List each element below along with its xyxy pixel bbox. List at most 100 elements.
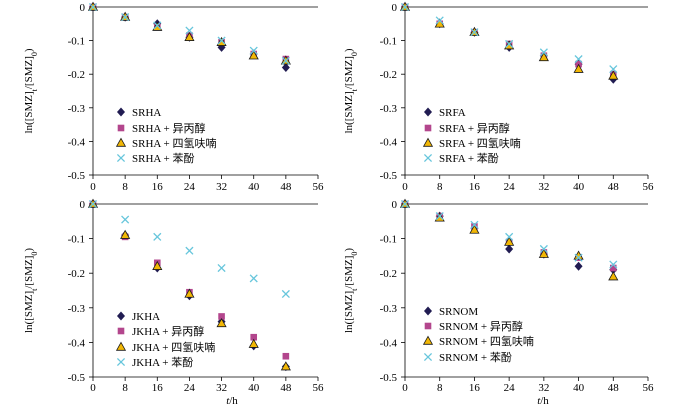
x-tick-label: 48 [608,181,620,193]
data-point-triangle [184,31,195,41]
data-point-x [609,65,618,74]
x-tick-label: 8 [122,382,128,394]
legend-marker-triangle [115,137,127,147]
data-point-x [400,2,410,12]
data-point-triangle [573,63,584,73]
x-marker-stroke [88,199,98,209]
x-tick-label: 56 [643,382,655,394]
x-tick-label: 56 [313,181,325,193]
x-tick-label: 32 [538,382,549,394]
data-point-x [435,16,444,25]
data-point-diamond [281,62,290,72]
x-marker-stroke [574,253,583,262]
data-point-triangle [538,248,549,258]
x-tick-label: 40 [248,382,260,394]
y-tick-label: -0.2 [68,268,85,280]
y-tick-label: -0.1 [68,234,85,246]
legend-marker-triangle [115,341,127,351]
x-marker-stroke [574,55,583,64]
x-marker-stroke [539,244,548,254]
legend-label: SRNOM [439,306,478,318]
x-axis-title-part: t [226,395,230,407]
data-point-x [505,39,514,49]
x-marker-stroke [505,39,514,49]
x-marker-stroke [281,289,290,299]
x-marker-stroke [249,46,258,55]
y-axis-title-part: ) [343,48,355,52]
y-axis-title-subscript: 0 [350,252,359,256]
x-marker-stroke [217,263,226,273]
y-axis-title-subscript: t [350,88,359,91]
y-tick-label: -0.4 [380,337,398,349]
data-point-x [88,199,98,209]
data-point-triangle [504,236,515,246]
y-tick-label: 0 [392,2,398,14]
x-tick-label: 24 [184,382,196,394]
y-tick-label: -0.4 [380,136,398,148]
legend-marker-triangle [422,335,434,345]
y-axis-title-subscript: t [30,288,39,291]
x-marker-stroke [470,28,479,37]
y-axis-title-part: ln([SMZ] [343,91,355,133]
x-marker-stroke [435,16,444,25]
y-tick-label: -0.1 [380,36,397,48]
data-point-triangle [248,50,259,60]
data-series [399,198,619,281]
legend-marker-triangle [422,137,434,147]
y-tick-label: -0.5 [380,170,398,182]
data-series [400,2,618,74]
y-axis-title-subscript: t [350,288,359,291]
y-axis-title-subscript: 0 [30,52,39,56]
legend-label: SRFA + 四氢呋喃 [439,136,521,150]
legend-label: SRNOM + 异丙醇 [439,319,523,333]
data-point-x [470,28,479,37]
legend-label: SRFA + 苯酚 [439,151,499,165]
x-marker-stroke [121,215,130,224]
x-tick-label: 0 [90,181,96,193]
y-tick-label: -0.2 [380,69,397,81]
data-point-x [505,232,514,241]
y-axis-title-part: ln([SMZ] [23,91,35,133]
data-point-x [185,26,194,35]
legend-label: SRNOM + 苯酚 [439,350,512,364]
y-axis-title-part: ln([SMZ] [23,291,35,333]
y-tick-label: -0.2 [380,268,397,280]
data-point-x [153,232,162,241]
x-tick-label: 8 [437,181,443,193]
y-axis-title-part: /[SMZ] [23,256,35,289]
data-point-x [609,260,618,269]
x-marker-stroke [400,2,410,12]
data-point-triangle [184,288,195,298]
legend-label: JKHA + 苯酚 [132,355,193,369]
legend-label: SRFA [439,107,466,119]
legend-marker-square [424,124,432,132]
data-series [88,2,290,65]
data-point-x [88,2,98,12]
x-tick-label: 40 [573,181,585,193]
y-axis-title-subscript: 0 [30,252,39,256]
data-series [87,1,291,65]
y-tick-label: -0.1 [68,36,85,48]
x-marker-stroke [185,26,194,35]
x-axis-title-part: /h [229,395,238,407]
y-tick-label: 0 [80,199,86,211]
data-point-x [574,253,583,262]
legend-label: SRFA + 异丙醇 [439,121,510,135]
y-tick-label: -0.1 [380,234,397,246]
y-tick-label: -0.5 [68,170,86,182]
x-tick-label: 8 [437,382,443,394]
legend-label: JKHA [132,311,160,323]
data-point-x [539,244,548,254]
x-tick-label: 0 [402,181,408,193]
x-marker-stroke [400,199,410,209]
x-tick-label: 16 [152,382,164,394]
data-point-x [281,289,290,299]
legend-marker-x [423,153,433,163]
x-tick-label: 32 [538,181,549,193]
x-marker-stroke [153,232,162,241]
data-point-x [249,46,258,55]
x-marker-stroke [435,212,444,221]
y-tick-label: -0.5 [68,372,86,384]
